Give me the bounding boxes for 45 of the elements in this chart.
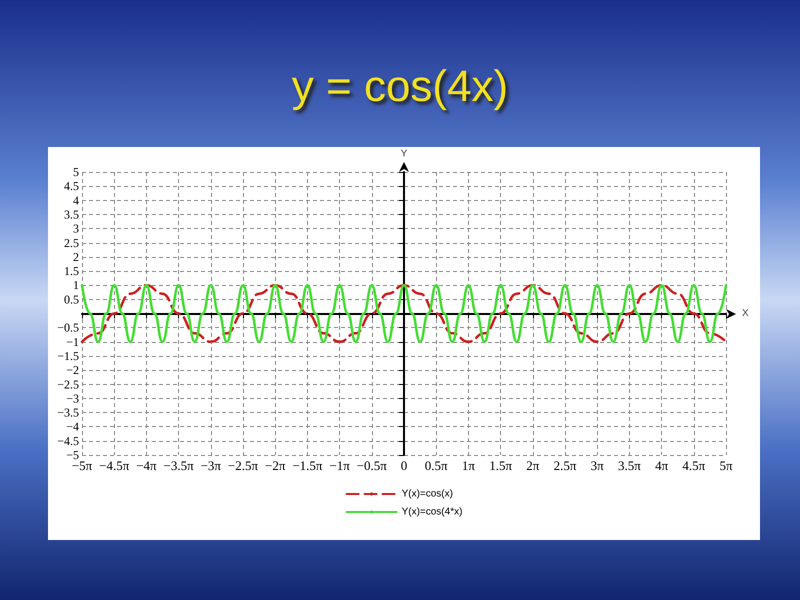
y-tick-label: 3 (73, 222, 79, 236)
y-tick-label: 1 (73, 278, 79, 292)
y-tick-label: −3 (66, 391, 79, 406)
y-tick-label: 5 (73, 165, 79, 179)
x-tick-label: −4.5π (99, 458, 130, 473)
y-tick-label: 1.5 (64, 264, 79, 278)
x-tick-label: 0 (400, 458, 408, 473)
y-tick-label: 3.5 (64, 207, 79, 222)
y-tick-label: −3.5 (57, 406, 79, 420)
x-tick-label: 1π (462, 458, 476, 473)
line-series (80, 284, 728, 344)
y-tick-label: −4 (66, 420, 79, 434)
x-tick-label: 5π (719, 458, 733, 473)
x-tick-label: −1π (329, 458, 350, 473)
x-tick-label: −2.5π (228, 458, 259, 473)
x-tick-label: −1.5π (292, 458, 323, 473)
y-tick-label: −1.5 (57, 348, 79, 363)
y-tick-label: 2.5 (64, 236, 79, 250)
y-tick-label: −0.5 (57, 320, 79, 335)
x-tick-label: 3π (590, 458, 604, 473)
y-tick-label: 0.5 (64, 292, 79, 306)
y-tick-label: −1 (66, 334, 79, 349)
legend-label: Y(x)=cos(x) (402, 488, 453, 500)
legend-label: Y(x)=cos(4*x) (402, 506, 462, 518)
x-axis-title: X (742, 308, 749, 319)
x-tick-label: −4π (136, 458, 158, 473)
y-tick-label: −2 (66, 363, 79, 378)
x-tick-label: 1.5π (489, 458, 512, 473)
x-tick-label: 0.5π (424, 458, 448, 473)
y-tick-label: −2.5 (57, 377, 79, 392)
x-tick-label: 4.5π (682, 458, 706, 473)
x-tick-label: −2π (264, 458, 286, 473)
y-tick-label: 4.5 (64, 179, 79, 194)
x-tick-label: 2.5π (554, 458, 577, 473)
y-tick-label: −4.5 (57, 434, 79, 448)
x-tick-label: −0.5π (356, 458, 388, 473)
y-tick-label: 2 (73, 250, 79, 264)
y-axis-title: Y (400, 148, 408, 160)
chart-title: y = cos(4x) (290, 62, 510, 112)
y-tick-label: 4 (73, 193, 79, 208)
x-tick-label: 3.5π (618, 458, 642, 473)
x-tick-label: −3.5π (164, 458, 194, 473)
x-tick-label: 2π (526, 458, 540, 473)
x-tick-label: −3π (200, 458, 222, 473)
x-tick-label: 4π (655, 458, 669, 473)
